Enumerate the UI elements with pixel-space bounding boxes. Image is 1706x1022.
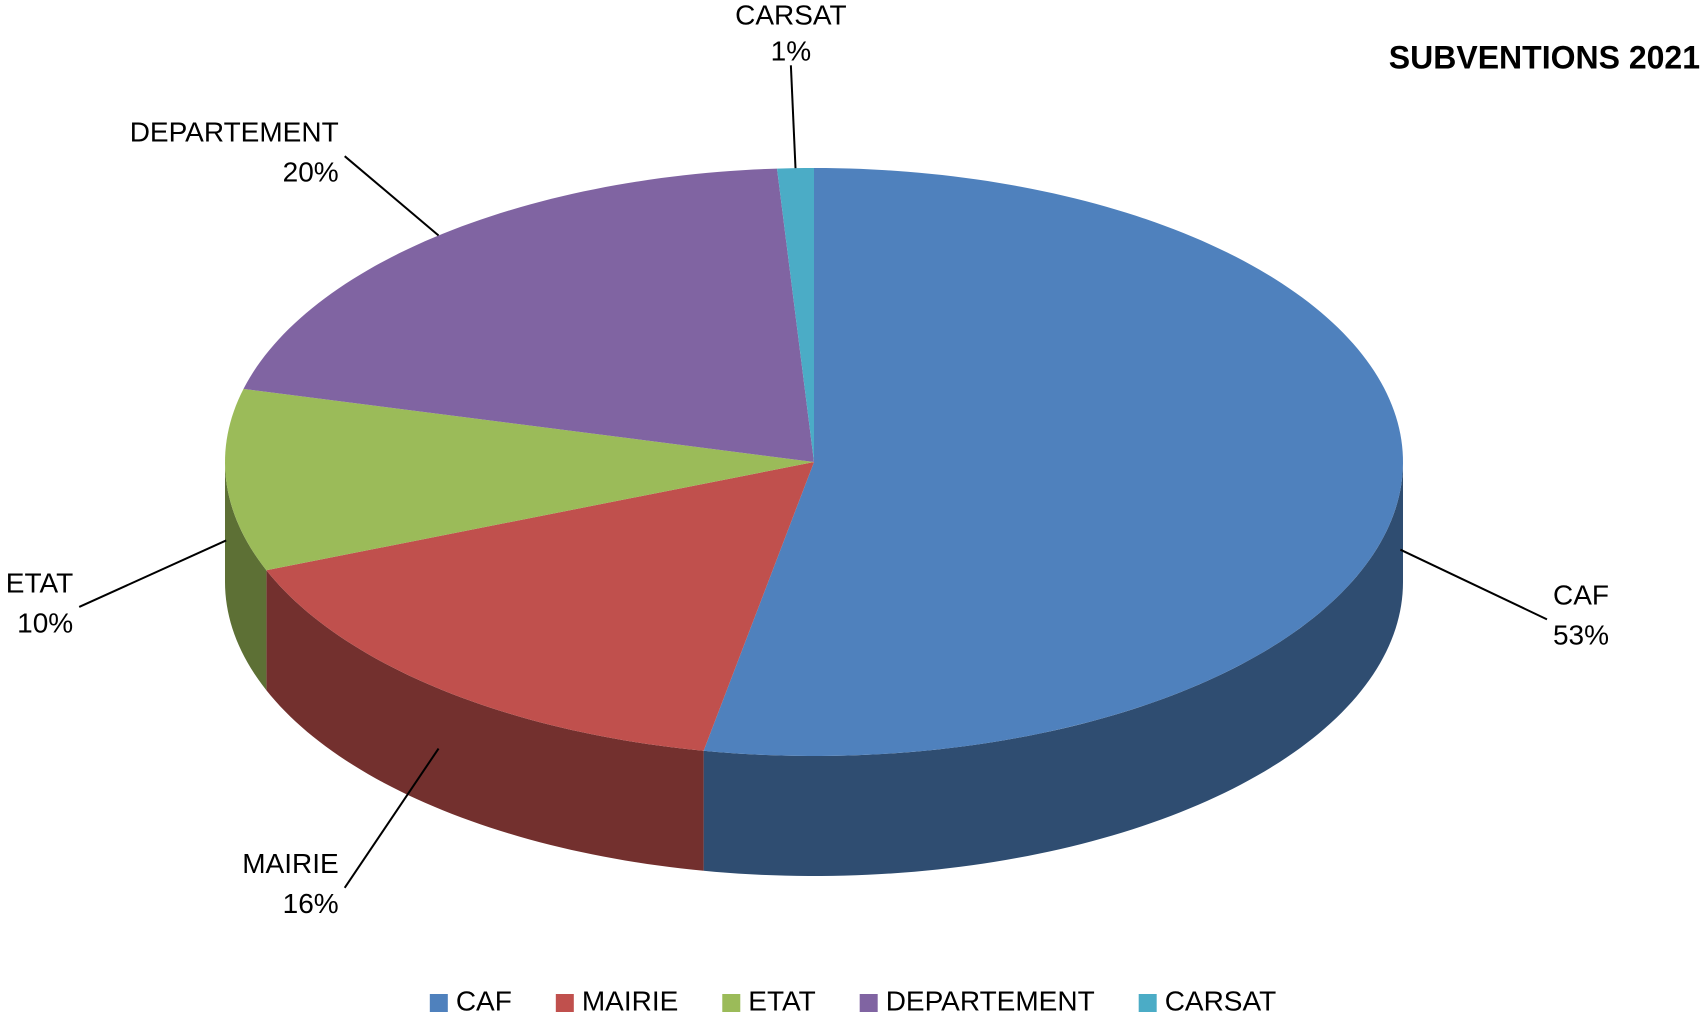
legend-label: CAF <box>456 985 512 1016</box>
slice-side <box>225 462 267 691</box>
leader-line <box>344 155 440 237</box>
data-label-name: ETAT <box>6 567 73 598</box>
data-label-name: MAIRIE <box>242 848 338 879</box>
legend-swatch <box>722 994 741 1012</box>
slice <box>225 388 815 571</box>
slice <box>703 168 1403 756</box>
legend: CAF MAIRIE ETAT DEPARTEMENT CARSAT <box>429 985 1277 1016</box>
data-label-name: DEPARTEMENT <box>130 117 339 148</box>
data-label: 10% <box>17 607 73 638</box>
slice <box>243 168 814 462</box>
leader-line <box>343 747 440 889</box>
legend-label: ETAT <box>748 985 815 1016</box>
data-label-name: CARSAT <box>735 0 847 31</box>
legend-swatch <box>859 994 878 1012</box>
slice-side <box>703 462 1403 876</box>
data-label: 20% <box>283 157 339 188</box>
data-label: 1% <box>771 36 811 67</box>
legend-label: MAIRIE <box>582 985 678 1016</box>
legend-label: CARSAT <box>1165 985 1277 1016</box>
legend-swatch <box>555 994 574 1012</box>
slice <box>266 462 814 751</box>
leader-line <box>789 65 797 169</box>
slice <box>777 168 814 462</box>
chart-title: SUBVENTIONS 2021 <box>1389 39 1700 75</box>
legend-label: DEPARTEMENT <box>886 985 1095 1016</box>
data-label-name: CAF <box>1553 580 1609 611</box>
leader-line <box>1399 548 1548 621</box>
leader-line <box>78 539 227 608</box>
data-label: 16% <box>283 888 339 919</box>
legend-swatch <box>429 994 448 1012</box>
legend-swatch <box>1138 994 1157 1012</box>
data-label: 53% <box>1553 620 1609 651</box>
slice-side <box>266 570 704 871</box>
